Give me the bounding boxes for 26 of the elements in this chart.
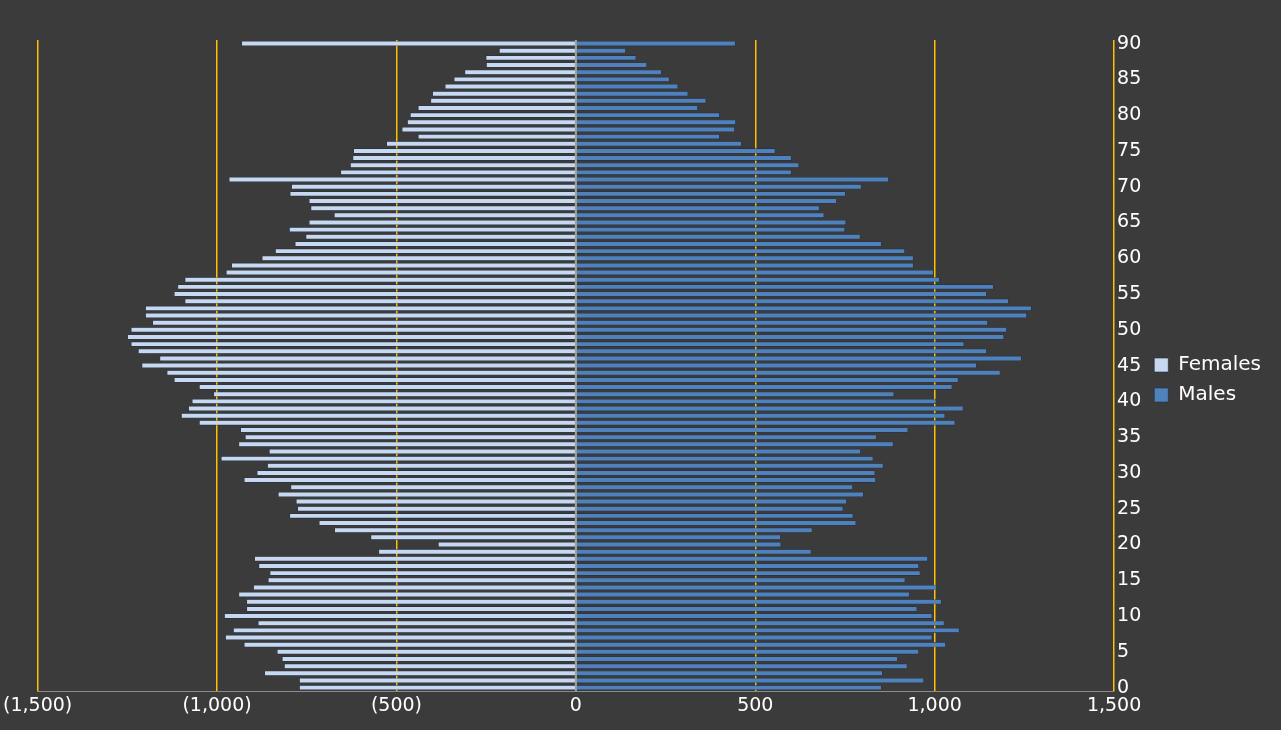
y-tick-label: 65 bbox=[1117, 209, 1142, 232]
y-tick-label: 55 bbox=[1117, 280, 1142, 303]
y-tick-label: 80 bbox=[1117, 102, 1142, 125]
legend-label: Females bbox=[1178, 351, 1261, 376]
x-tick-label: 0 bbox=[569, 692, 582, 715]
y-tick-label: 50 bbox=[1117, 316, 1142, 339]
y-tick-label: 5 bbox=[1117, 638, 1130, 661]
x-tick-label: (1,000) bbox=[182, 692, 252, 715]
y-tick-label: 10 bbox=[1117, 603, 1142, 625]
y-tick-label: 20 bbox=[1117, 531, 1142, 554]
y-tick-label: 25 bbox=[1117, 495, 1142, 518]
y-tick-label: 90 bbox=[1117, 30, 1142, 53]
y-tick-label: 35 bbox=[1117, 424, 1142, 447]
x-tick-label: 1,000 bbox=[907, 692, 962, 715]
y-tick-label: 85 bbox=[1117, 66, 1142, 89]
x-tick-label: (1,500) bbox=[3, 692, 73, 715]
y-tick-label: 45 bbox=[1117, 352, 1142, 375]
x-tick-label: (500) bbox=[370, 692, 422, 715]
x-tick-label: 500 bbox=[737, 692, 774, 715]
legend-label: Males bbox=[1178, 381, 1237, 406]
y-tick-label: 15 bbox=[1117, 567, 1142, 590]
y-tick-label: 60 bbox=[1117, 245, 1142, 268]
y-tick-label: 75 bbox=[1117, 137, 1142, 160]
y-tick-label: 70 bbox=[1117, 173, 1142, 196]
y-tick-label: 30 bbox=[1117, 459, 1142, 482]
y-tick-label: 40 bbox=[1117, 388, 1142, 411]
